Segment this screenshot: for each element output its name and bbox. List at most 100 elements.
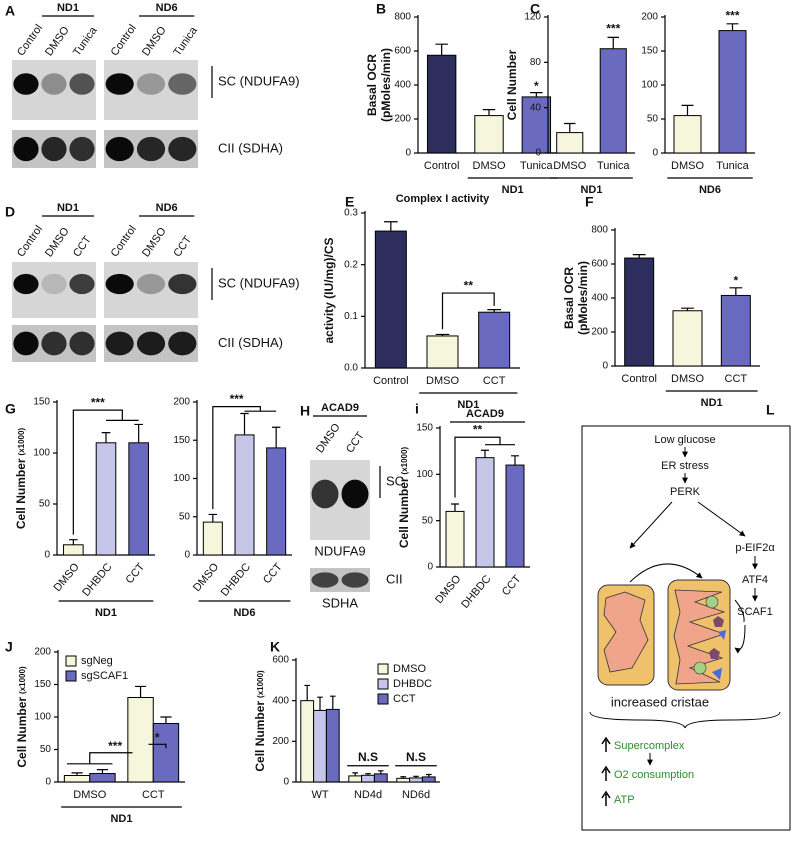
blot-band — [168, 331, 197, 356]
bar — [127, 697, 154, 783]
y-tick-label: 50 — [647, 114, 659, 125]
diagram: L Low glucose ER stress PERK p-EIF2α ATF… — [581, 402, 791, 831]
y-tick-label: 150 — [34, 679, 51, 690]
error-bar — [607, 36, 619, 49]
y-tick-label: 0.1 — [344, 311, 358, 322]
significance-bracket — [212, 405, 277, 510]
bar — [373, 773, 388, 783]
y-tick-label: 800 — [591, 225, 608, 236]
lane-label: DMSO — [43, 225, 72, 259]
error-bar — [329, 695, 336, 710]
cristae — [603, 591, 649, 673]
error-bar — [564, 122, 576, 133]
blot-band — [105, 331, 134, 356]
significance-bracket — [72, 409, 139, 535]
chart: E 0.0 0.1 0.2 0.3 Control DMSO CCT ND1 activity (… — [322, 193, 520, 411]
significance-label: ** — [473, 422, 483, 436]
group-label: ND1 — [502, 184, 524, 196]
legend-swatch — [377, 693, 389, 705]
lane-label: DMSO — [43, 24, 72, 58]
y-tick-label: 400 — [591, 293, 608, 304]
branch-step: ATF4 — [742, 574, 768, 586]
panel-letter: F — [585, 194, 594, 210]
y-axis-label-text: activity (IU/mg)/CS — [322, 237, 336, 343]
y-tick-label: 100 — [173, 473, 190, 484]
bar — [426, 54, 457, 154]
bar — [478, 311, 511, 369]
bar — [426, 335, 459, 369]
error-bar — [632, 254, 646, 259]
significance-bracket — [454, 436, 515, 498]
y-tick-label: 600 — [394, 46, 411, 57]
group-label: ND1 — [701, 397, 723, 409]
x-tick-label: DMSO — [51, 561, 82, 594]
bar — [361, 774, 375, 783]
band-name: NDUFA9 — [314, 543, 365, 558]
legend-swatch — [65, 670, 77, 682]
y-axis-unit: (x1000) — [18, 666, 27, 694]
up-arrow — [601, 736, 611, 752]
x-tick-label: DHBDC — [80, 561, 114, 599]
bar — [374, 230, 407, 369]
legend-label: DHBDC — [393, 678, 432, 690]
lane-label: CCT — [171, 234, 194, 260]
y-tick-label: 200 — [394, 114, 411, 125]
y-tick-label: 120 — [524, 12, 541, 23]
bar — [300, 700, 315, 783]
band-label: CII (SDHA) — [218, 335, 283, 350]
group-label: ND1 — [57, 2, 79, 14]
significance-label: * — [733, 274, 738, 288]
x-tick-label: DMSO — [426, 375, 459, 387]
y-tick-label: 200 — [641, 12, 658, 23]
lane-label: DMSO — [140, 24, 169, 58]
bar — [718, 30, 747, 154]
y-tick-label: 600 — [591, 259, 608, 270]
error-bar — [511, 455, 519, 466]
y-axis-label-text: Cell Number — [505, 49, 519, 120]
arrow — [734, 624, 746, 654]
legend-label: sgSCAF1 — [81, 670, 128, 682]
bar — [445, 510, 465, 568]
y-axis-label: Cell Number (x1000) — [397, 447, 411, 549]
panel-letter: B — [376, 1, 386, 17]
blot-band — [105, 73, 134, 95]
error-bar — [134, 685, 147, 698]
bar — [556, 132, 584, 154]
significance-label: *** — [230, 392, 244, 406]
y-tick-label: 0 — [427, 562, 433, 573]
y-tick-label: 0 — [602, 361, 608, 372]
group-label: ND1 — [95, 607, 117, 619]
y-tick-label: 50 — [40, 744, 52, 755]
x-tick-label: Control — [373, 375, 408, 387]
significance-label: * — [155, 730, 160, 744]
y-tick-label: 0 — [283, 777, 289, 788]
y-tick-label: 200 — [173, 397, 190, 408]
y-axis-label-text: Cell Number — [15, 697, 29, 768]
panel-letter: L — [766, 402, 775, 418]
y-axis-label: (pMoles/min) — [379, 48, 393, 122]
outcome: Supercomplex — [614, 740, 685, 752]
blot-band — [41, 73, 67, 95]
blot-band — [69, 136, 95, 162]
error-bar — [435, 43, 448, 56]
error-bar — [208, 513, 218, 523]
y-axis-label: Cell Number — [505, 49, 519, 120]
error-bar — [729, 287, 743, 296]
blot-band — [13, 273, 39, 295]
y-tick-label: 40 — [530, 102, 542, 113]
brace — [589, 711, 781, 729]
y-axis-label-text: Cell Number — [253, 701, 267, 772]
bar — [624, 257, 655, 367]
blot-band — [136, 136, 166, 162]
x-tick-label: DMSO — [671, 373, 704, 385]
blot-band — [105, 273, 134, 295]
branch-step: p-EIF2α — [735, 542, 775, 554]
blot-band — [311, 572, 339, 588]
y-axis-label-text: Cell Number — [397, 477, 411, 548]
legend-swatch — [65, 655, 77, 667]
y-axis-unit: (x1000) — [256, 670, 265, 698]
blot-band — [168, 136, 197, 162]
y-tick-label: 150 — [416, 423, 433, 434]
